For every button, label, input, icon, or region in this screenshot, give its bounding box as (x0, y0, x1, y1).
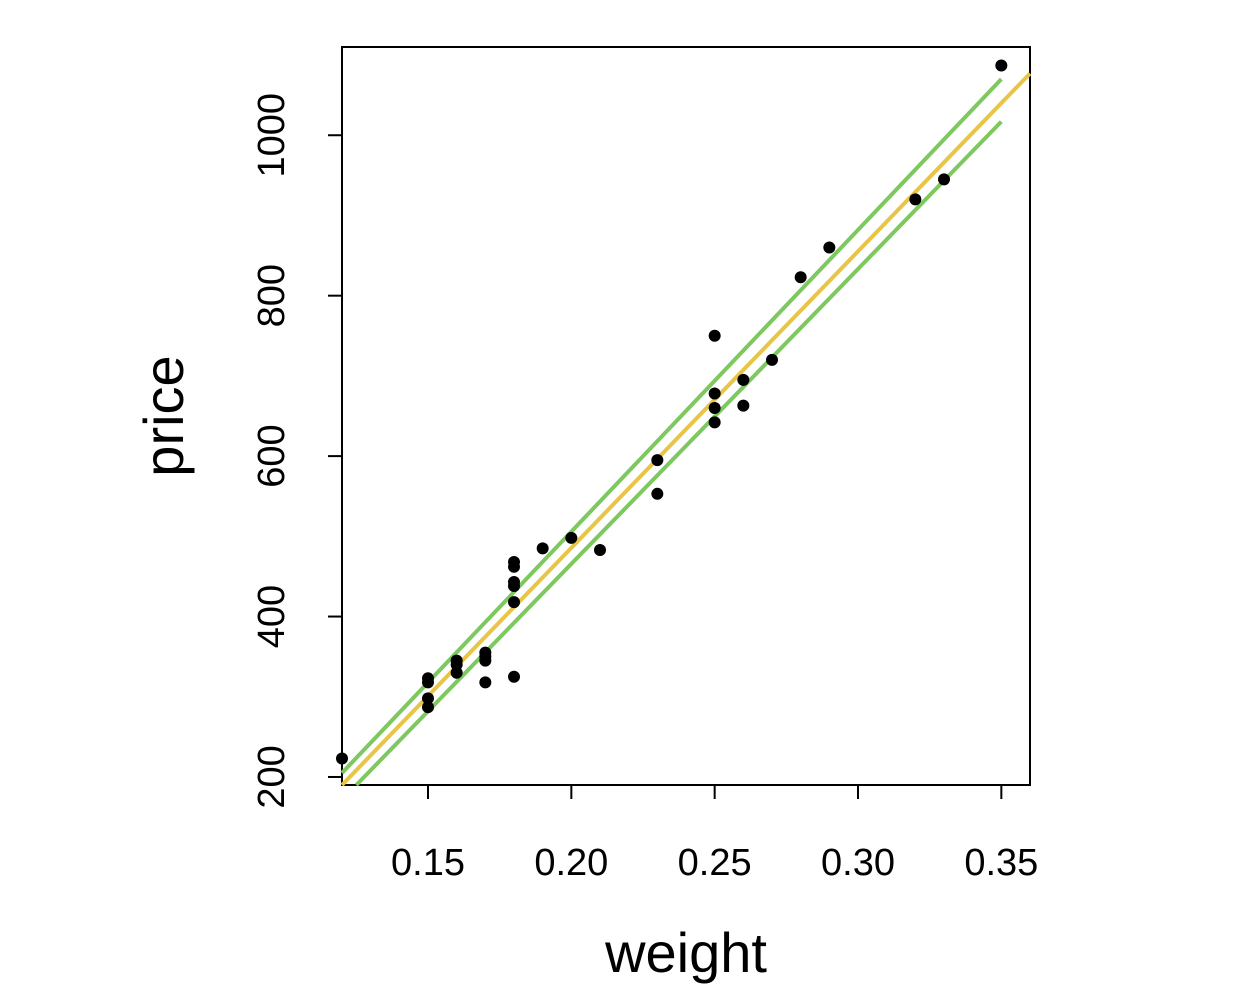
y-tick-label: 1000 (251, 93, 293, 178)
data-point (708, 416, 721, 429)
x-tick-label: 0.25 (678, 842, 752, 884)
data-point (422, 701, 434, 714)
data-point (708, 387, 721, 400)
data-point (422, 692, 434, 705)
x-tick-label: 0.30 (821, 842, 895, 884)
data-point (565, 531, 578, 544)
data-point (594, 543, 606, 556)
y-tick-label: 200 (251, 745, 293, 808)
data-point (909, 193, 922, 206)
data-point (651, 487, 664, 500)
y-axis-title: price (132, 355, 195, 476)
regression-line (340, 72, 1032, 787)
data-point (823, 241, 836, 254)
x-tick-label: 0.35 (964, 842, 1038, 884)
data-point (479, 654, 492, 667)
data-point (737, 373, 750, 386)
data-points (336, 59, 1008, 765)
data-point (938, 173, 950, 186)
x-axis-title: weight (604, 921, 767, 984)
data-point (651, 454, 664, 467)
x-tick-label: 0.15 (391, 842, 465, 884)
data-point (508, 670, 520, 683)
upper-band-line (340, 77, 1003, 775)
data-point (794, 271, 807, 284)
data-point (479, 676, 492, 689)
y-tick-label: 600 (251, 424, 293, 487)
data-point (508, 560, 520, 573)
data-point (708, 401, 721, 414)
data-point (336, 752, 348, 765)
data-point (450, 666, 463, 679)
data-point (508, 580, 520, 593)
plot-area: 0.15 0.20 0.25 0.30 0.35 200 400 600 800 1000 (251, 46, 1038, 884)
data-point (995, 59, 1008, 72)
y-tick-label: 400 (251, 585, 293, 648)
fit-lines (340, 72, 1032, 787)
data-point (508, 596, 520, 609)
x-tick-label: 0.20 (534, 842, 608, 884)
lower-band-line (354, 120, 1003, 787)
data-point (422, 676, 434, 689)
y-axis-ticks: 200 400 600 800 1000 (251, 93, 342, 809)
data-point (708, 329, 721, 342)
y-tick-label: 800 (251, 264, 293, 327)
data-point (737, 399, 750, 412)
data-point (766, 353, 778, 366)
x-axis-ticks: 0.15 0.20 0.25 0.30 0.35 (391, 785, 1038, 884)
data-point (536, 542, 549, 555)
